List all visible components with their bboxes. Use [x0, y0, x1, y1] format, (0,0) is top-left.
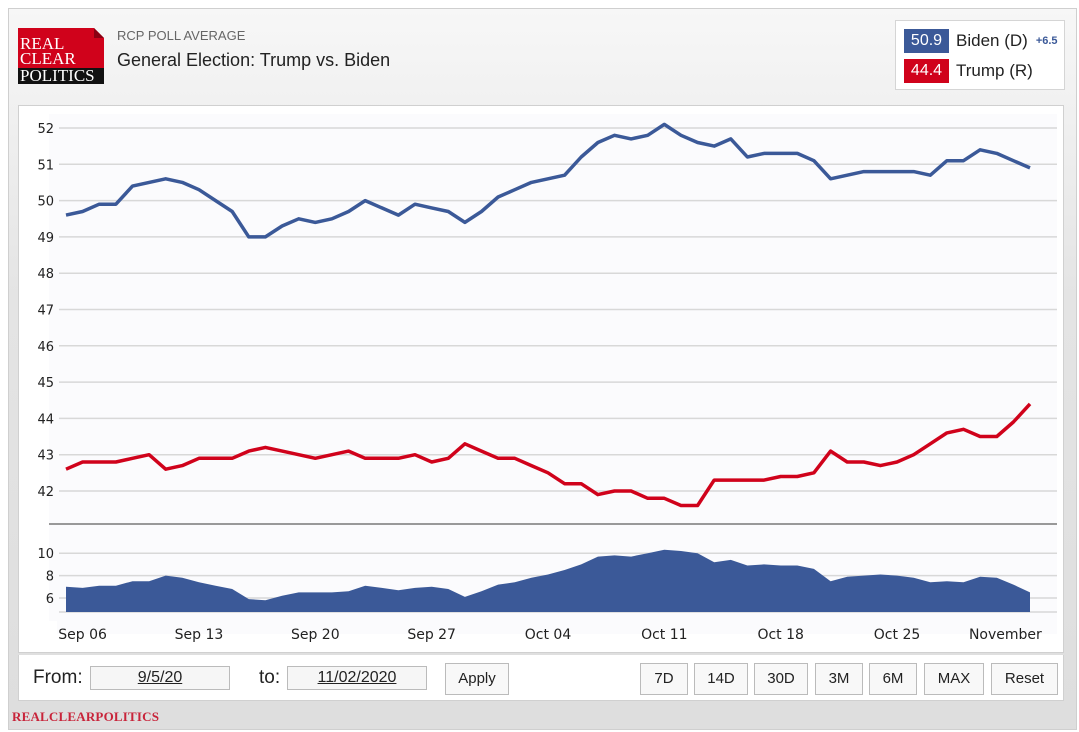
range-14d-button[interactable]: 14D: [694, 663, 748, 695]
chart-svg: 42 43 44 45 46 47 48 49 50 51 52 6 8 10 Sep 06 Sep 13…: [19, 114, 1057, 651]
chart-container: 42 43 44 45 46 47 48 49 50 51 52 6 8 10 Sep 06 Sep 13…: [18, 105, 1064, 653]
y-tick-label: 47: [37, 304, 54, 319]
chart-subtitle: RCP POLL AVERAGE: [117, 28, 246, 43]
y-tick-label: 51: [37, 158, 54, 173]
apply-button[interactable]: Apply: [445, 663, 509, 695]
nav-y-tick-label: 6: [46, 592, 54, 607]
trump-label: Trump (R): [956, 61, 1033, 80]
range-max-button[interactable]: MAX: [924, 663, 984, 695]
y-tick-label: 44: [37, 412, 54, 427]
y-tick-label: 43: [37, 449, 54, 464]
logo-line-3: POLITICS: [20, 66, 95, 85]
y-tick-label: 46: [37, 340, 54, 355]
trump-value-badge: 44.4: [904, 59, 949, 83]
logo-line-2: CLEAR: [20, 49, 76, 68]
x-tick-label: Sep 20: [291, 627, 340, 643]
y-tick-label: 52: [37, 122, 54, 137]
range-3m-button[interactable]: 3M: [815, 663, 863, 695]
y-tick-label: 48: [37, 267, 54, 282]
y-tick-label: 50: [37, 195, 54, 210]
legend-item-biden: 50.9 Biden (D) +6.5: [904, 29, 1058, 53]
x-tick-label: November: [969, 627, 1042, 643]
nav-y-tick-label: 10: [37, 547, 54, 562]
range-30d-button[interactable]: 30D: [754, 663, 808, 695]
to-date-input[interactable]: 11/02/2020: [287, 666, 427, 690]
to-label: to:: [259, 667, 281, 688]
from-date-input[interactable]: 9/5/20: [90, 666, 230, 690]
y-tick-label: 42: [37, 485, 54, 500]
x-axis-mask: [19, 621, 57, 651]
biden-value-badge: 50.9: [904, 29, 949, 53]
x-tick-label: Oct 25: [874, 627, 920, 643]
chart-title: General Election: Trump vs. Biden: [117, 50, 391, 70]
x-tick-label: Oct 18: [757, 627, 803, 643]
range-6m-button[interactable]: 6M: [869, 663, 917, 695]
nav-y-tick-label: 8: [46, 570, 54, 585]
navigator-spread-area: [66, 549, 1030, 612]
y-tick-label: 49: [37, 231, 54, 246]
x-tick-label: Sep 06: [58, 627, 107, 643]
biden-label: Biden (D): [956, 31, 1028, 50]
series-line-trump: [65, 402, 1032, 508]
x-tick-label: Oct 04: [525, 627, 572, 643]
reset-button[interactable]: Reset: [991, 663, 1058, 695]
controls-bar: From: 9/5/20 to: 11/02/2020 Apply 7D 14D…: [18, 655, 1064, 701]
x-tick-label: Sep 13: [175, 627, 224, 643]
range-7d-button[interactable]: 7D: [640, 663, 688, 695]
x-tick-label: Oct 11: [641, 627, 687, 643]
footer-brand: REALCLEARPOLITICS: [12, 709, 160, 724]
legend: 50.9 Biden (D) +6.5 44.4 Trump (R): [895, 20, 1065, 90]
series-line-biden: [65, 122, 1031, 239]
from-label: From:: [33, 667, 83, 688]
legend-item-trump: 44.4 Trump (R): [904, 59, 1033, 83]
spread-value: +6.5: [1035, 35, 1058, 47]
logo-line-1: REAL: [20, 34, 65, 53]
rcp-logo: REAL CLEAR POLITICS: [18, 28, 104, 84]
y-tick-label: 45: [37, 376, 54, 391]
x-tick-label: Sep 27: [407, 627, 456, 643]
